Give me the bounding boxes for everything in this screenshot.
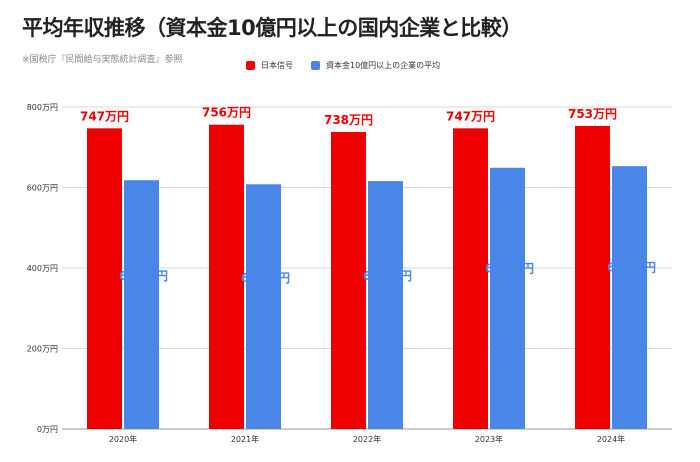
- bar-series-2: [246, 184, 281, 429]
- data-label-series-1: 747万円: [80, 109, 129, 123]
- x-tick-label: 2022年: [353, 434, 381, 444]
- bar-series-1: [87, 128, 122, 429]
- data-label-series-1: 747万円: [446, 109, 495, 123]
- y-tick-label: 800万円: [27, 103, 58, 112]
- bar-series-1: [331, 131, 366, 429]
- legend-label-series-1: 日本信号: [261, 61, 293, 70]
- legend-swatch-series-2: [311, 61, 320, 70]
- data-label-series-2: 649万円: [485, 261, 534, 275]
- y-tick-label: 600万円: [27, 184, 58, 193]
- bar-series-2: [612, 166, 647, 430]
- bar-series-2: [490, 167, 525, 429]
- y-tick-label: 200万円: [27, 345, 58, 354]
- data-label-series-2: 653万円: [607, 260, 656, 274]
- bar-series-1: [453, 128, 488, 429]
- data-label-series-1: 738万円: [324, 113, 373, 127]
- legend: 日本信号 資本金10億円以上の企業の平均: [246, 60, 458, 71]
- data-label-series-2: 616万円: [363, 269, 412, 283]
- legend-swatch-series-1: [246, 61, 255, 70]
- legend-label-series-2: 資本金10億円以上の企業の平均: [326, 61, 441, 70]
- y-tick-label: 400万円: [27, 264, 58, 273]
- data-label-series-1: 756万円: [202, 106, 251, 120]
- x-tick-label: 2020年: [109, 434, 137, 444]
- data-label-series-1: 753万円: [568, 107, 617, 121]
- y-tick-label: 0万円: [37, 425, 58, 434]
- x-tick-label: 2024年: [597, 434, 625, 444]
- x-tick-label: 2023年: [475, 434, 503, 444]
- data-label-series-2: 618万円: [119, 269, 168, 283]
- legend-item-series-2: 資本金10億円以上の企業の平均: [311, 60, 440, 71]
- legend-item-series-1: 日本信号: [246, 60, 293, 71]
- bar-series-2: [368, 181, 403, 429]
- bar-series-1: [209, 124, 244, 430]
- bar-series-2: [124, 180, 159, 429]
- chart-title: 平均年収推移（資本金10億円以上の国内企業と比較）: [22, 16, 522, 40]
- x-tick-label: 2021年: [231, 434, 259, 444]
- bar-series-1: [575, 125, 610, 429]
- data-label-series-2: 608万円: [241, 271, 290, 285]
- source-note: ※国税庁『民間給与実態統計調査』参照: [22, 55, 183, 65]
